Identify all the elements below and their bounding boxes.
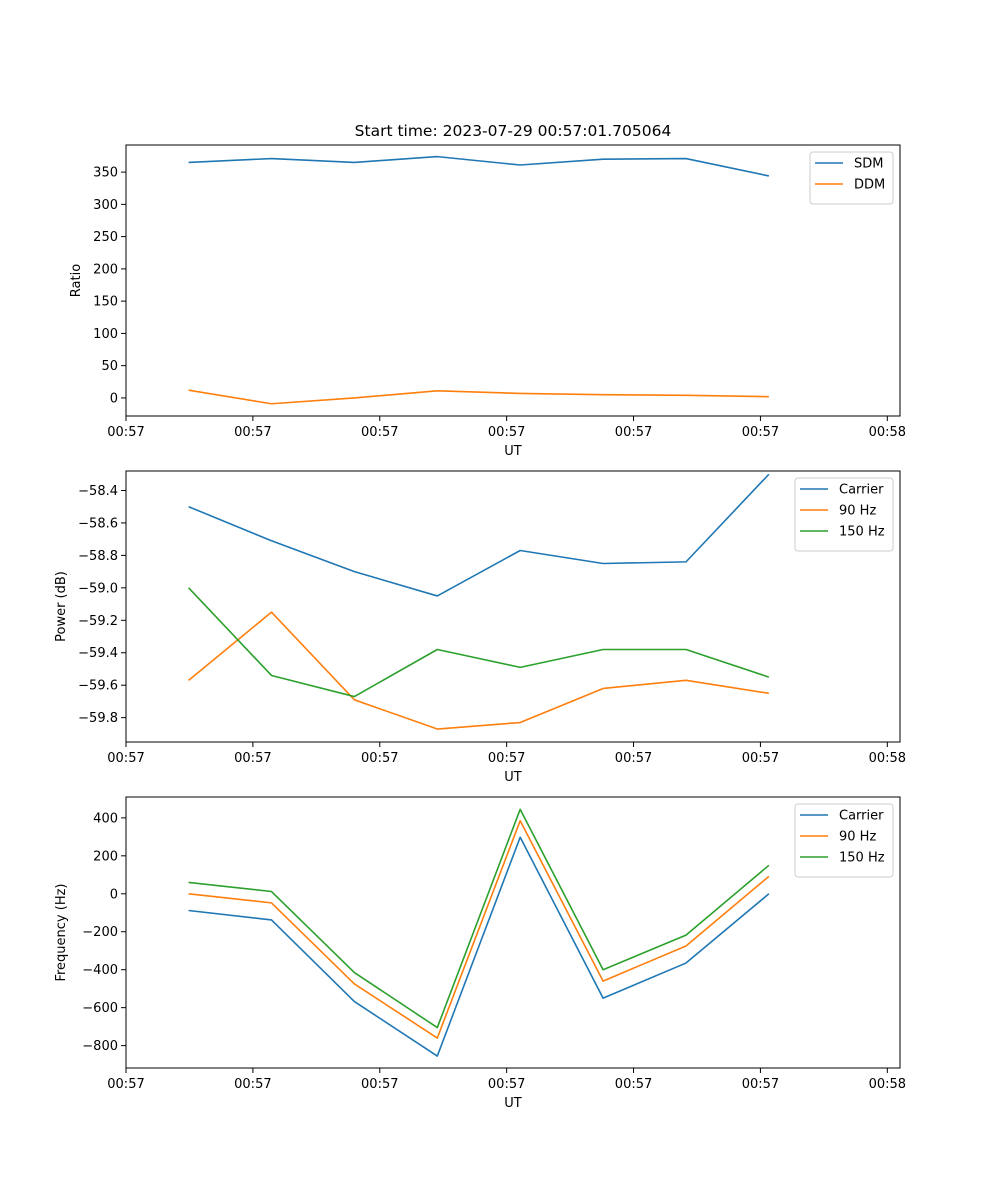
legend: Carrier 90 Hz 150 Hz xyxy=(794,803,894,878)
x-tick-label: 00:57 xyxy=(361,751,398,766)
x-tick-label: 00:57 xyxy=(107,751,144,766)
y-axis-label: Power (dB) xyxy=(54,571,69,642)
x-tick-label: 00:57 xyxy=(234,425,271,440)
legend-label: 90 Hz xyxy=(839,504,876,519)
x-tick-label: 00:57 xyxy=(107,425,144,440)
y-tick-label: −59.8 xyxy=(78,711,118,726)
y-tick-label: 50 xyxy=(101,359,118,374)
legend: SDM DDM xyxy=(809,151,894,205)
legend-label: Carrier xyxy=(839,483,884,498)
legend-box xyxy=(794,803,894,878)
y-tick-label: 0 xyxy=(110,887,118,902)
x-tick-label: 00:57 xyxy=(488,1077,525,1092)
series-line-ddm xyxy=(188,389,769,405)
y-tick-label: 250 xyxy=(93,230,118,245)
x-tick-label: 00:57 xyxy=(107,1077,144,1092)
legend-label: 150 Hz xyxy=(839,525,885,540)
chart-panel-1: Start time: 2023-07-29 00:57:01.70506400… xyxy=(69,122,906,459)
axes-frame xyxy=(125,470,901,743)
y-tick-label: −800 xyxy=(82,1039,118,1054)
series-line-90-hz xyxy=(188,611,770,730)
y-tick-label: 100 xyxy=(93,327,118,342)
y-tick-label: −58.4 xyxy=(78,484,118,499)
axes-frame xyxy=(125,144,901,417)
x-tick-label: 00:57 xyxy=(615,425,652,440)
x-tick-label: 00:57 xyxy=(234,751,271,766)
x-axis-label: UT xyxy=(504,1096,522,1111)
x-tick-label: 00:58 xyxy=(869,751,906,766)
legend-label: 90 Hz xyxy=(839,830,876,845)
y-tick-label: −58.8 xyxy=(78,549,118,564)
x-axis-label: UT xyxy=(504,444,522,459)
axes-frame xyxy=(125,796,901,1069)
x-tick-label: 00:57 xyxy=(234,1077,271,1092)
x-tick-label: 00:57 xyxy=(361,425,398,440)
legend-label: 150 Hz xyxy=(839,851,885,866)
y-tick-label: −59.6 xyxy=(78,679,118,694)
chart-panel-3: 00:57 00:57 00:57 00:57 00:57 00:57 00:58 −800 −… xyxy=(54,796,906,1111)
legend-box xyxy=(794,477,894,552)
legend-label: DDM xyxy=(854,178,885,193)
y-tick-label: 400 xyxy=(93,811,118,826)
series-line-carrier xyxy=(188,473,770,597)
y-tick-label: 300 xyxy=(93,198,118,213)
y-tick-label: 350 xyxy=(93,166,118,181)
y-tick-label: −59.2 xyxy=(78,614,118,629)
x-tick-label: 00:57 xyxy=(742,425,779,440)
series-line-carrier xyxy=(188,836,770,1057)
y-tick-label: −59.4 xyxy=(78,646,118,661)
x-tick-label: 00:57 xyxy=(361,1077,398,1092)
chart-panel-2: 00:57 00:57 00:57 00:57 00:57 00:57 00:58 −59.8… xyxy=(54,470,906,785)
x-tick-label: 00:57 xyxy=(615,751,652,766)
legend-label: SDM xyxy=(854,157,883,172)
x-tick-label: 00:58 xyxy=(869,1077,906,1092)
x-tick-label: 00:57 xyxy=(488,425,525,440)
y-tick-label: 0 xyxy=(110,391,118,406)
y-tick-label: −600 xyxy=(82,1001,118,1016)
y-tick-label: 200 xyxy=(93,849,118,864)
x-tick-label: 00:57 xyxy=(742,1077,779,1092)
y-tick-label: −400 xyxy=(82,963,118,978)
y-tick-label: −58.6 xyxy=(78,516,118,531)
y-tick-label: −200 xyxy=(82,925,118,940)
chart-title: Start time: 2023-07-29 00:57:01.705064 xyxy=(355,122,672,140)
x-tick-label: 00:57 xyxy=(488,751,525,766)
legend: Carrier 90 Hz 150 Hz xyxy=(794,477,894,552)
x-axis-label: UT xyxy=(504,770,522,785)
x-tick-label: 00:57 xyxy=(615,1077,652,1092)
series-line-sdm xyxy=(188,155,770,177)
x-tick-label: 00:58 xyxy=(869,425,906,440)
y-axis-label: Frequency (Hz) xyxy=(54,883,69,981)
y-axis-label: Ratio xyxy=(69,264,84,297)
legend-label: Carrier xyxy=(839,809,884,824)
legend-box xyxy=(809,151,894,205)
y-tick-label: −59.0 xyxy=(78,581,118,596)
y-tick-label: 200 xyxy=(93,262,118,277)
y-tick-label: 150 xyxy=(93,295,118,310)
series-line-150-hz xyxy=(188,808,770,1029)
series-line-90-hz xyxy=(188,819,770,1039)
series-line-150-hz xyxy=(188,587,770,698)
x-tick-label: 00:57 xyxy=(742,751,779,766)
